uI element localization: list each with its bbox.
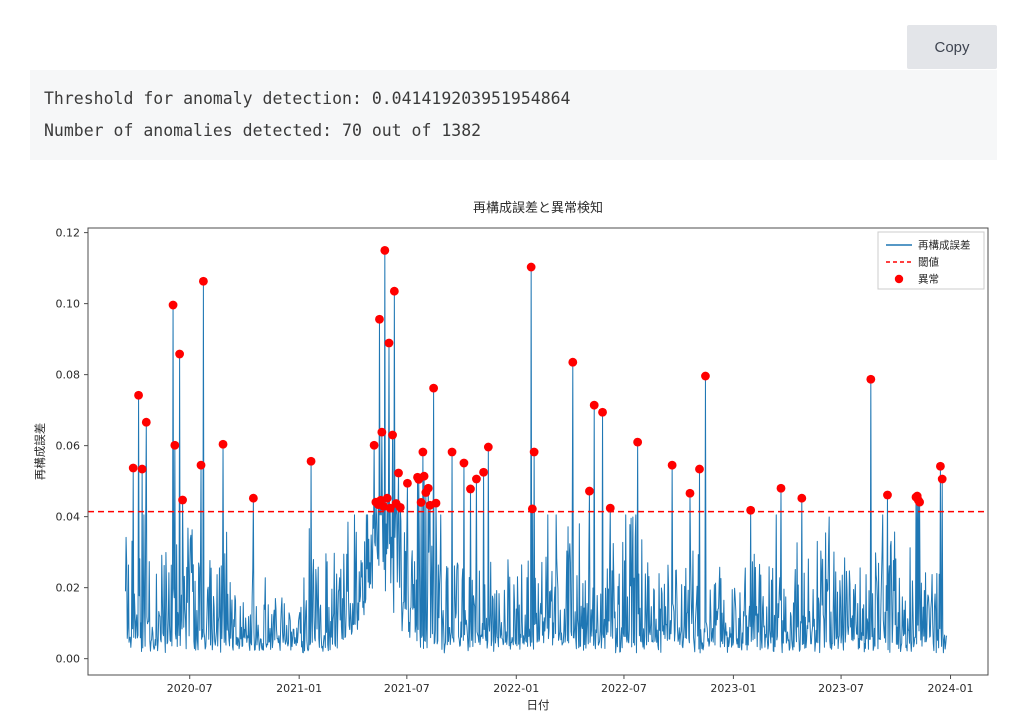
anomaly-detection-chart: 2020-07 2021-01 2021-07 2022-01 2022-07 2023-… (33, 200, 989, 712)
console-line-anomaly-count: Number of anomalies detected: 70 out of … (44, 121, 482, 140)
svg-text:再構成誤差と異常検知: 再構成誤差と異常検知 (473, 200, 603, 216)
svg-text:異常: 異常 (918, 273, 939, 286)
svg-text:2022-01: 2022-01 (493, 682, 539, 695)
svg-text:2022-07: 2022-07 (601, 682, 647, 695)
svg-text:2021-07: 2021-07 (384, 682, 430, 695)
console-output-block: Threshold for anomaly detection: 0.04141… (30, 70, 997, 160)
svg-text:閾値: 閾値 (918, 256, 939, 269)
svg-text:2023-01: 2023-01 (710, 682, 756, 695)
svg-text:0.12: 0.12 (56, 226, 81, 239)
svg-text:0.08: 0.08 (56, 368, 81, 381)
svg-text:再構成誤差: 再構成誤差 (918, 239, 971, 252)
svg-text:2023-07: 2023-07 (818, 682, 864, 695)
svg-text:2020-07: 2020-07 (167, 682, 213, 695)
copy-button[interactable]: Copy (907, 25, 997, 69)
svg-text:0.00: 0.00 (56, 652, 81, 665)
svg-text:日付: 日付 (527, 698, 550, 712)
svg-text:0.02: 0.02 (56, 581, 81, 594)
svg-text:再構成誤差: 再構成誤差 (33, 423, 47, 481)
console-line-threshold: Threshold for anomaly detection: 0.04141… (44, 89, 571, 108)
svg-text:0.10: 0.10 (56, 297, 81, 310)
chart-figure: 2020-07 2021-01 2021-07 2022-01 2022-07 2023-… (28, 192, 1018, 722)
svg-text:0.04: 0.04 (56, 510, 81, 523)
svg-text:2021-01: 2021-01 (276, 682, 322, 695)
svg-text:2024-01: 2024-01 (928, 682, 974, 695)
svg-text:0.06: 0.06 (56, 439, 81, 452)
